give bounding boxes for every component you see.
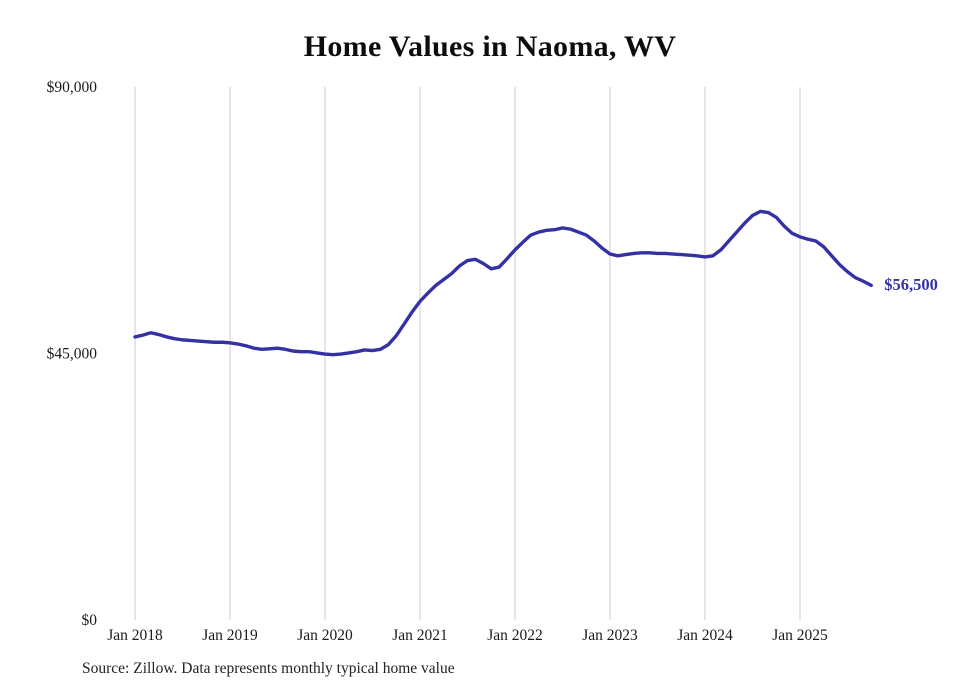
x-tick-label: Jan 2022 — [487, 627, 543, 644]
x-tick-label: Jan 2018 — [107, 627, 163, 644]
x-tick-label: Jan 2020 — [297, 627, 353, 644]
y-tick-label: $0 — [82, 612, 98, 629]
latest-value-label: $56,500 — [884, 275, 938, 295]
x-tick-label: Jan 2023 — [582, 627, 638, 644]
chart-title: Home Values in Naoma, WV — [303, 30, 677, 63]
x-tick-label: Jan 2024 — [677, 627, 733, 644]
x-tick-label: Jan 2025 — [772, 627, 828, 644]
source-note: Source: Zillow. Data represents monthly … — [82, 660, 455, 677]
x-tick-label: Jan 2021 — [392, 627, 448, 644]
home-value-line — [133, 209, 873, 357]
x-tick-label: Jan 2019 — [202, 627, 258, 644]
y-tick-label: $45,000 — [47, 346, 98, 363]
y-tick-label: $90,000 — [47, 79, 98, 96]
